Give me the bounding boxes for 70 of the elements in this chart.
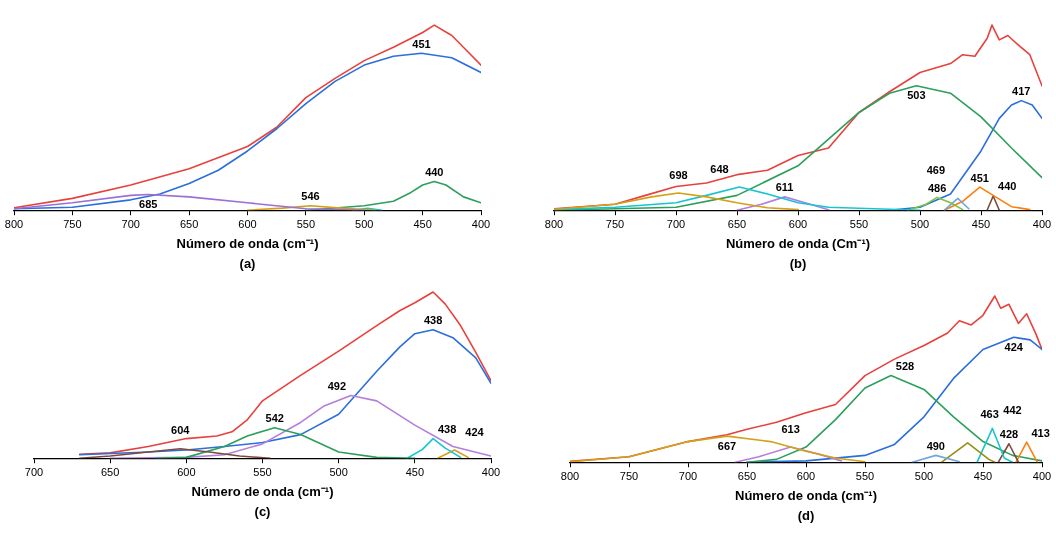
x-tick-label: 700 [24, 465, 44, 478]
x-tick-label: 550 [253, 465, 272, 478]
annotation: 503 [907, 89, 926, 102]
x-tick-label: 450 [405, 465, 425, 478]
text: (d) [796, 508, 816, 524]
annotation: 490 [926, 439, 945, 452]
annotation: 442 [1003, 403, 1022, 416]
x-tick-label: 500 [329, 465, 348, 478]
x-tick-label: 550 [849, 217, 869, 230]
x-tick-label: 750 [605, 217, 625, 230]
x-tick-label: 600 [238, 217, 257, 230]
annotation: 528 [895, 360, 915, 373]
x-tick-label: 450 [973, 469, 993, 482]
annotation: 698 [669, 168, 688, 181]
x-tick-label: 750 [63, 217, 82, 230]
x-tick-label: 600 [796, 469, 816, 482]
annotation: 604 [171, 424, 191, 437]
annotation: 451 [970, 171, 989, 184]
x-axis-title: Número de onda (cm⁻¹) [176, 235, 319, 251]
x-tick-label: 500 [914, 469, 934, 482]
annotation: 546 [301, 190, 320, 203]
x-tick-label: 750 [619, 469, 639, 482]
x-tick-label: 550 [296, 217, 316, 230]
x-tick-label: 400 [1032, 217, 1052, 230]
x-tick-label: 600 [177, 465, 196, 478]
annotation: 424 [465, 425, 485, 438]
x-tick-label: 650 [179, 217, 199, 230]
x-tick-label: 500 [910, 217, 930, 230]
x-tick-label: 450 [413, 217, 432, 230]
annotation: 438 [437, 423, 457, 436]
text: (c) [253, 504, 272, 520]
annotation: 463 [980, 408, 999, 421]
x-tick-label: 700 [121, 217, 140, 230]
x-axis-title: Número de onda (cm⁻¹) [735, 487, 877, 503]
text: (a) [238, 256, 257, 272]
annotation: 611 [775, 181, 794, 194]
x-axis-title: Número de onda (Cm⁻¹) [725, 235, 871, 251]
text: (b) [788, 256, 808, 272]
x-tick-label: 700 [678, 469, 698, 482]
x-tick-label: 700 [666, 217, 686, 230]
annotation: 438 [423, 314, 443, 327]
x-tick-label: 800 [544, 217, 564, 230]
x-tick-label: 800 [560, 469, 580, 482]
x-tick-label: 650 [727, 217, 747, 230]
annotation: 648 [710, 162, 729, 175]
annotation: 492 [327, 380, 347, 393]
annotation: 469 [926, 163, 945, 176]
annotation: 440 [998, 180, 1017, 193]
x-tick-label: 800 [4, 217, 24, 230]
x-tick-label: 400 [481, 465, 501, 478]
annotation: 424 [1004, 340, 1024, 353]
annotation: 613 [781, 422, 800, 435]
annotation: 451 [412, 37, 431, 50]
x-tick-label: 550 [855, 469, 875, 482]
annotation: 667 [717, 439, 737, 452]
annotation: 417 [1012, 85, 1031, 98]
x-tick-label: 650 [100, 465, 120, 478]
annotation: 413 [1031, 426, 1050, 439]
annotation: 440 [425, 166, 444, 179]
annotation: 486 [927, 181, 947, 194]
annotation: 685 [139, 198, 158, 210]
annotation: 542 [265, 412, 284, 425]
x-tick-label: 400 [471, 217, 491, 230]
annotation: 428 [999, 428, 1019, 441]
x-tick-label: 450 [971, 217, 991, 230]
x-axis-title: Número de onda (cm⁻¹) [191, 483, 334, 499]
x-tick-label: 600 [788, 217, 808, 230]
x-tick-label: 650 [737, 469, 757, 482]
x-tick-label: 400 [1032, 469, 1052, 482]
x-tick-label: 500 [355, 217, 374, 230]
